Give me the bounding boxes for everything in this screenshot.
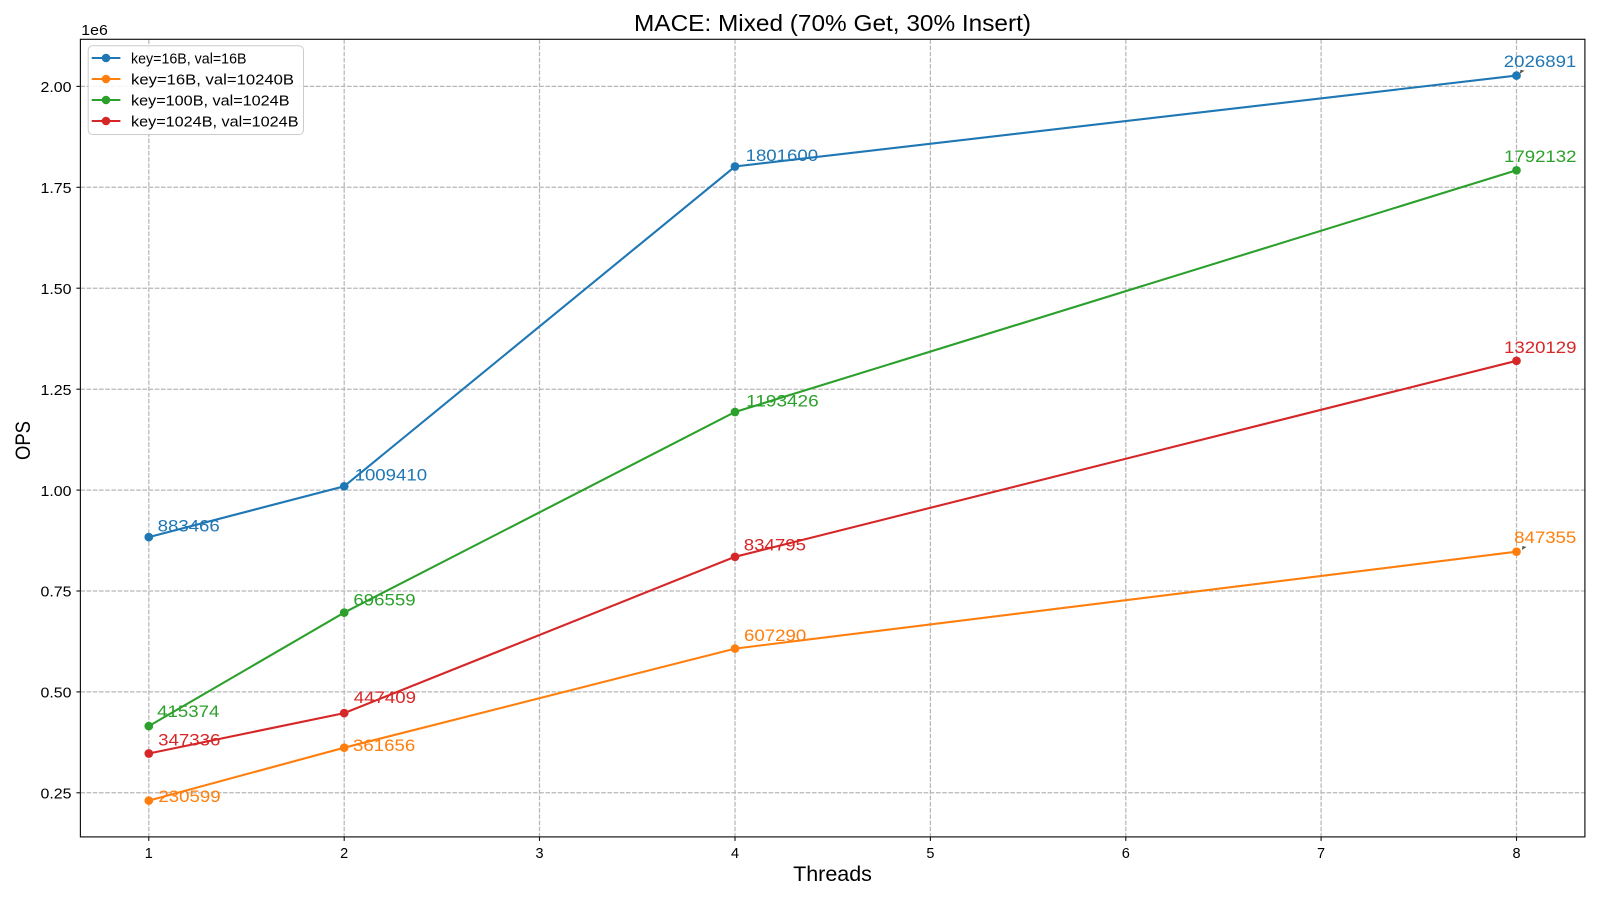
svg-text:7: 7	[1317, 846, 1325, 862]
svg-text:0.50: 0.50	[41, 686, 72, 702]
svg-text:5: 5	[926, 846, 934, 862]
svg-text:1792132: 1792132	[1504, 147, 1577, 166]
svg-text:1320129: 1320129	[1504, 338, 1577, 357]
svg-text:key=16B, val=10240B: key=16B, val=10240B	[131, 73, 294, 89]
svg-text:8: 8	[1512, 846, 1520, 862]
svg-text:OPS: OPS	[11, 421, 35, 460]
svg-text:607290: 607290	[744, 626, 806, 645]
svg-text:0.25: 0.25	[41, 787, 72, 803]
svg-text:1: 1	[145, 846, 153, 862]
svg-text:834795: 834795	[744, 536, 806, 555]
svg-text:0.75: 0.75	[41, 585, 72, 601]
svg-text:1193426: 1193426	[746, 392, 819, 411]
svg-text:MACE: Mixed (70% Get, 30% Inse: MACE: Mixed (70% Get, 30% Insert)	[634, 10, 1031, 36]
svg-text:Threads: Threads	[793, 862, 872, 886]
svg-text:1009410: 1009410	[355, 466, 428, 485]
svg-text:1.75: 1.75	[41, 181, 72, 197]
svg-text:230599: 230599	[158, 787, 220, 806]
svg-text:key=16B, val=16B: key=16B, val=16B	[131, 52, 247, 68]
svg-text:2: 2	[340, 846, 348, 862]
svg-text:347336: 347336	[158, 730, 220, 749]
svg-text:key=100B, val=1024B: key=100B, val=1024B	[131, 94, 290, 110]
svg-text:415374: 415374	[157, 702, 219, 721]
svg-text:447409: 447409	[354, 688, 416, 707]
svg-text:696559: 696559	[353, 591, 415, 610]
svg-text:847355: 847355	[1514, 528, 1576, 547]
svg-text:883466: 883466	[158, 516, 220, 535]
svg-text:361656: 361656	[353, 736, 415, 755]
svg-text:1.50: 1.50	[41, 282, 72, 298]
svg-text:key=1024B, val=1024B: key=1024B, val=1024B	[131, 115, 299, 131]
svg-text:6: 6	[1122, 846, 1130, 862]
svg-text:1801600: 1801600	[746, 146, 819, 165]
svg-text:2.00: 2.00	[41, 80, 72, 96]
svg-text:1e6: 1e6	[81, 23, 108, 39]
svg-text:4: 4	[731, 846, 739, 862]
svg-text:2026891: 2026891	[1504, 52, 1577, 71]
svg-text:1.25: 1.25	[41, 383, 72, 399]
svg-text:3: 3	[535, 846, 543, 862]
svg-text:1.00: 1.00	[41, 484, 72, 500]
